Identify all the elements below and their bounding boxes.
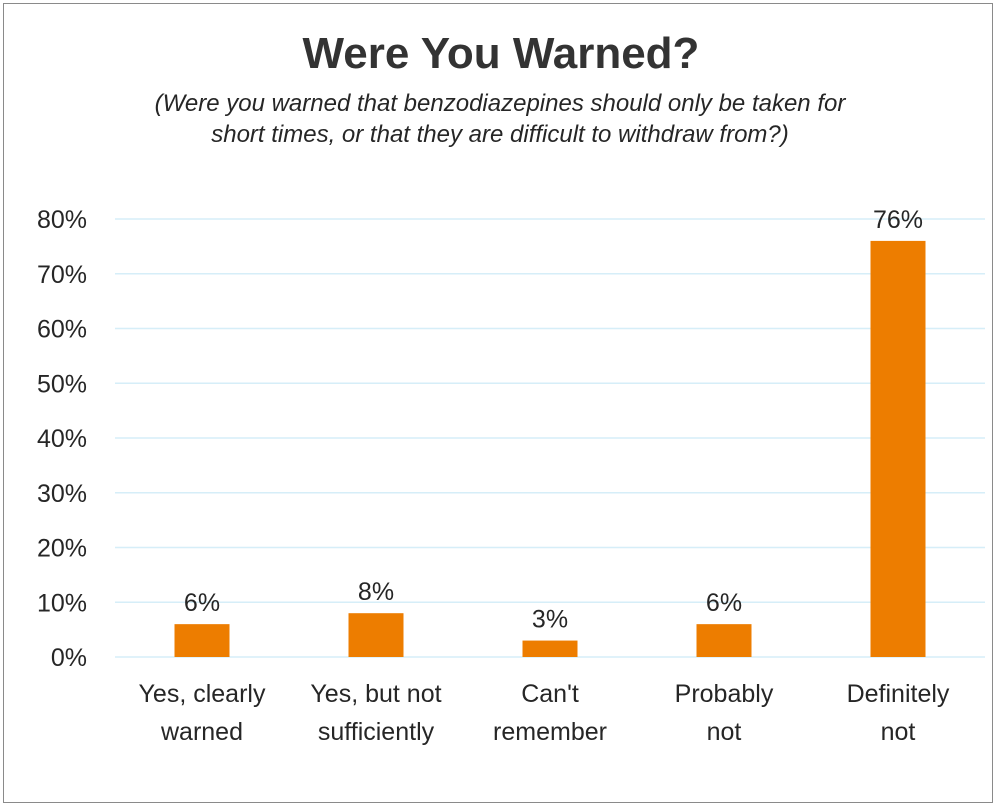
y-tick-label: 10% <box>37 589 87 617</box>
bar <box>522 640 578 657</box>
x-category-label: sufficiently <box>318 718 435 746</box>
x-category-label: Definitely <box>847 680 950 708</box>
x-axis-categories: Yes, clearly warned Yes, but not sufficient… <box>139 680 950 746</box>
chart-title: Were You Warned? <box>302 29 700 78</box>
bar <box>174 624 230 657</box>
y-tick-label: 30% <box>37 480 87 508</box>
x-category-label: Can't <box>521 680 579 708</box>
bar <box>870 240 926 657</box>
y-tick-label: 20% <box>37 535 87 563</box>
y-tick-label: 70% <box>37 261 87 289</box>
data-label: 6% <box>184 589 220 617</box>
x-category-label: not <box>881 718 916 746</box>
x-category-label: Yes, but not <box>310 680 441 708</box>
data-labels: 6% 8% 3% 6% 76% <box>184 206 923 634</box>
y-axis-ticks: 0% 10% 20% 30% 40% 50% 60% 70% 80% <box>37 206 87 672</box>
x-category-label: remember <box>493 718 607 746</box>
bar <box>696 624 752 657</box>
y-tick-label: 40% <box>37 425 87 453</box>
data-label: 3% <box>532 606 568 634</box>
x-category-label: Probably <box>675 680 774 708</box>
bars <box>174 240 926 657</box>
gridlines <box>115 218 985 658</box>
y-tick-label: 60% <box>37 316 87 344</box>
y-tick-label: 50% <box>37 370 87 398</box>
bar <box>348 613 404 657</box>
data-label: 6% <box>706 589 742 617</box>
y-tick-label: 80% <box>37 206 87 234</box>
chart-subtitle: (Were you warned that benzodiazepines sh… <box>154 90 846 148</box>
x-category-label: not <box>707 718 742 746</box>
data-label: 76% <box>873 206 923 234</box>
y-tick-label: 0% <box>51 644 87 672</box>
x-category-label: Yes, clearly <box>139 680 266 708</box>
data-label: 8% <box>358 578 394 606</box>
x-category-label: warned <box>160 718 243 746</box>
bar-chart: 0% 10% 20% 30% 40% 50% 60% 70% 80% 6% 8% 3% 6% 76% Y… <box>37 206 985 746</box>
